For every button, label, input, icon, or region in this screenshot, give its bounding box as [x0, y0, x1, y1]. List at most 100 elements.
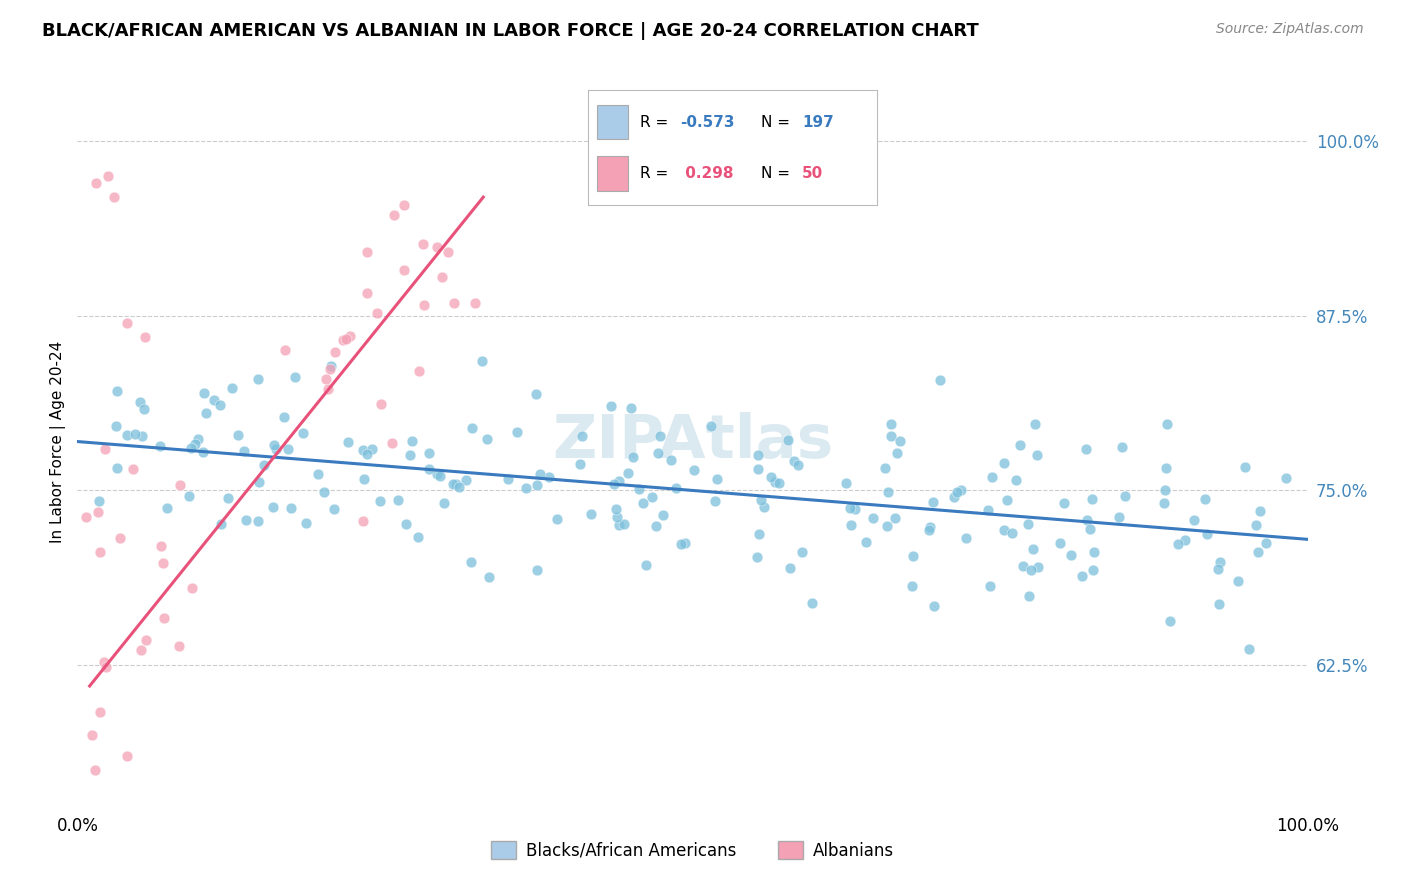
- Point: [876, 519, 898, 533]
- Point: [122, 462, 145, 476]
- Point: [315, 372, 337, 386]
- Point: [247, 371, 270, 385]
- Point: [89, 705, 111, 719]
- Point: [128, 395, 150, 409]
- Point: [1081, 563, 1104, 577]
- Point: [97, 169, 120, 183]
- Point: [607, 517, 630, 532]
- Point: [496, 472, 519, 486]
- Point: [464, 295, 486, 310]
- Point: [395, 516, 418, 531]
- Point: [89, 545, 111, 559]
- Point: [433, 496, 456, 510]
- Point: [673, 535, 696, 549]
- Point: [253, 458, 276, 472]
- Point: [387, 493, 409, 508]
- Point: [1208, 597, 1230, 611]
- Point: [193, 386, 215, 401]
- Point: [1070, 569, 1092, 583]
- Point: [920, 520, 942, 534]
- Point: [132, 402, 155, 417]
- Point: [745, 549, 768, 564]
- Point: [1049, 536, 1071, 550]
- Point: [979, 579, 1001, 593]
- Point: [226, 427, 249, 442]
- Point: [526, 477, 548, 491]
- Point: [855, 535, 877, 549]
- Point: [659, 453, 682, 467]
- Point: [901, 549, 924, 564]
- Point: [447, 480, 470, 494]
- Point: [194, 406, 217, 420]
- Point: [835, 475, 858, 490]
- Point: [1111, 440, 1133, 454]
- Point: [1001, 525, 1024, 540]
- Point: [1239, 642, 1261, 657]
- Point: [94, 442, 117, 456]
- Point: [682, 463, 704, 477]
- Point: [392, 198, 415, 212]
- Point: [477, 432, 499, 446]
- Point: [801, 596, 824, 610]
- Point: [1244, 518, 1267, 533]
- Point: [167, 639, 190, 653]
- Point: [1174, 533, 1197, 548]
- Point: [599, 399, 621, 413]
- Point: [332, 334, 354, 348]
- Y-axis label: In Labor Force | Age 20-24: In Labor Force | Age 20-24: [51, 341, 66, 542]
- Point: [506, 425, 529, 439]
- Point: [636, 558, 658, 572]
- Point: [901, 580, 924, 594]
- Point: [1018, 589, 1040, 603]
- Point: [1156, 461, 1178, 475]
- Point: [1022, 541, 1045, 556]
- Point: [280, 501, 302, 516]
- Point: [880, 417, 903, 431]
- Point: [356, 447, 378, 461]
- Point: [644, 518, 666, 533]
- Point: [1167, 537, 1189, 551]
- Point: [96, 660, 118, 674]
- Point: [75, 509, 97, 524]
- Point: [776, 433, 799, 447]
- Point: [471, 354, 494, 368]
- Point: [1182, 513, 1205, 527]
- Point: [456, 473, 478, 487]
- Point: [319, 362, 342, 376]
- Point: [149, 439, 172, 453]
- Point: [748, 527, 770, 541]
- Legend: Blacks/African Americans, Albanians: Blacks/African Americans, Albanians: [484, 835, 901, 866]
- Point: [412, 236, 434, 251]
- Point: [652, 508, 675, 522]
- Point: [184, 437, 207, 451]
- Point: [209, 516, 232, 531]
- Point: [82, 728, 104, 742]
- Point: [995, 493, 1018, 508]
- Point: [461, 421, 484, 435]
- Point: [613, 517, 636, 532]
- Point: [235, 513, 257, 527]
- Point: [247, 475, 270, 490]
- Point: [103, 190, 125, 204]
- Point: [862, 511, 884, 525]
- Point: [263, 438, 285, 452]
- Point: [307, 467, 329, 481]
- Point: [1053, 496, 1076, 510]
- Point: [87, 505, 110, 519]
- Point: [571, 429, 593, 443]
- Point: [339, 328, 361, 343]
- Point: [524, 387, 547, 401]
- Point: [1153, 496, 1175, 510]
- Point: [768, 476, 790, 491]
- Point: [352, 514, 374, 528]
- Text: Source: ZipAtlas.com: Source: ZipAtlas.com: [1216, 22, 1364, 37]
- Point: [621, 450, 644, 464]
- Point: [1108, 510, 1130, 524]
- Point: [115, 748, 138, 763]
- Point: [1194, 491, 1216, 506]
- Point: [1083, 544, 1105, 558]
- Point: [149, 539, 172, 553]
- Point: [704, 494, 727, 508]
- Point: [1005, 473, 1028, 487]
- Point: [335, 332, 357, 346]
